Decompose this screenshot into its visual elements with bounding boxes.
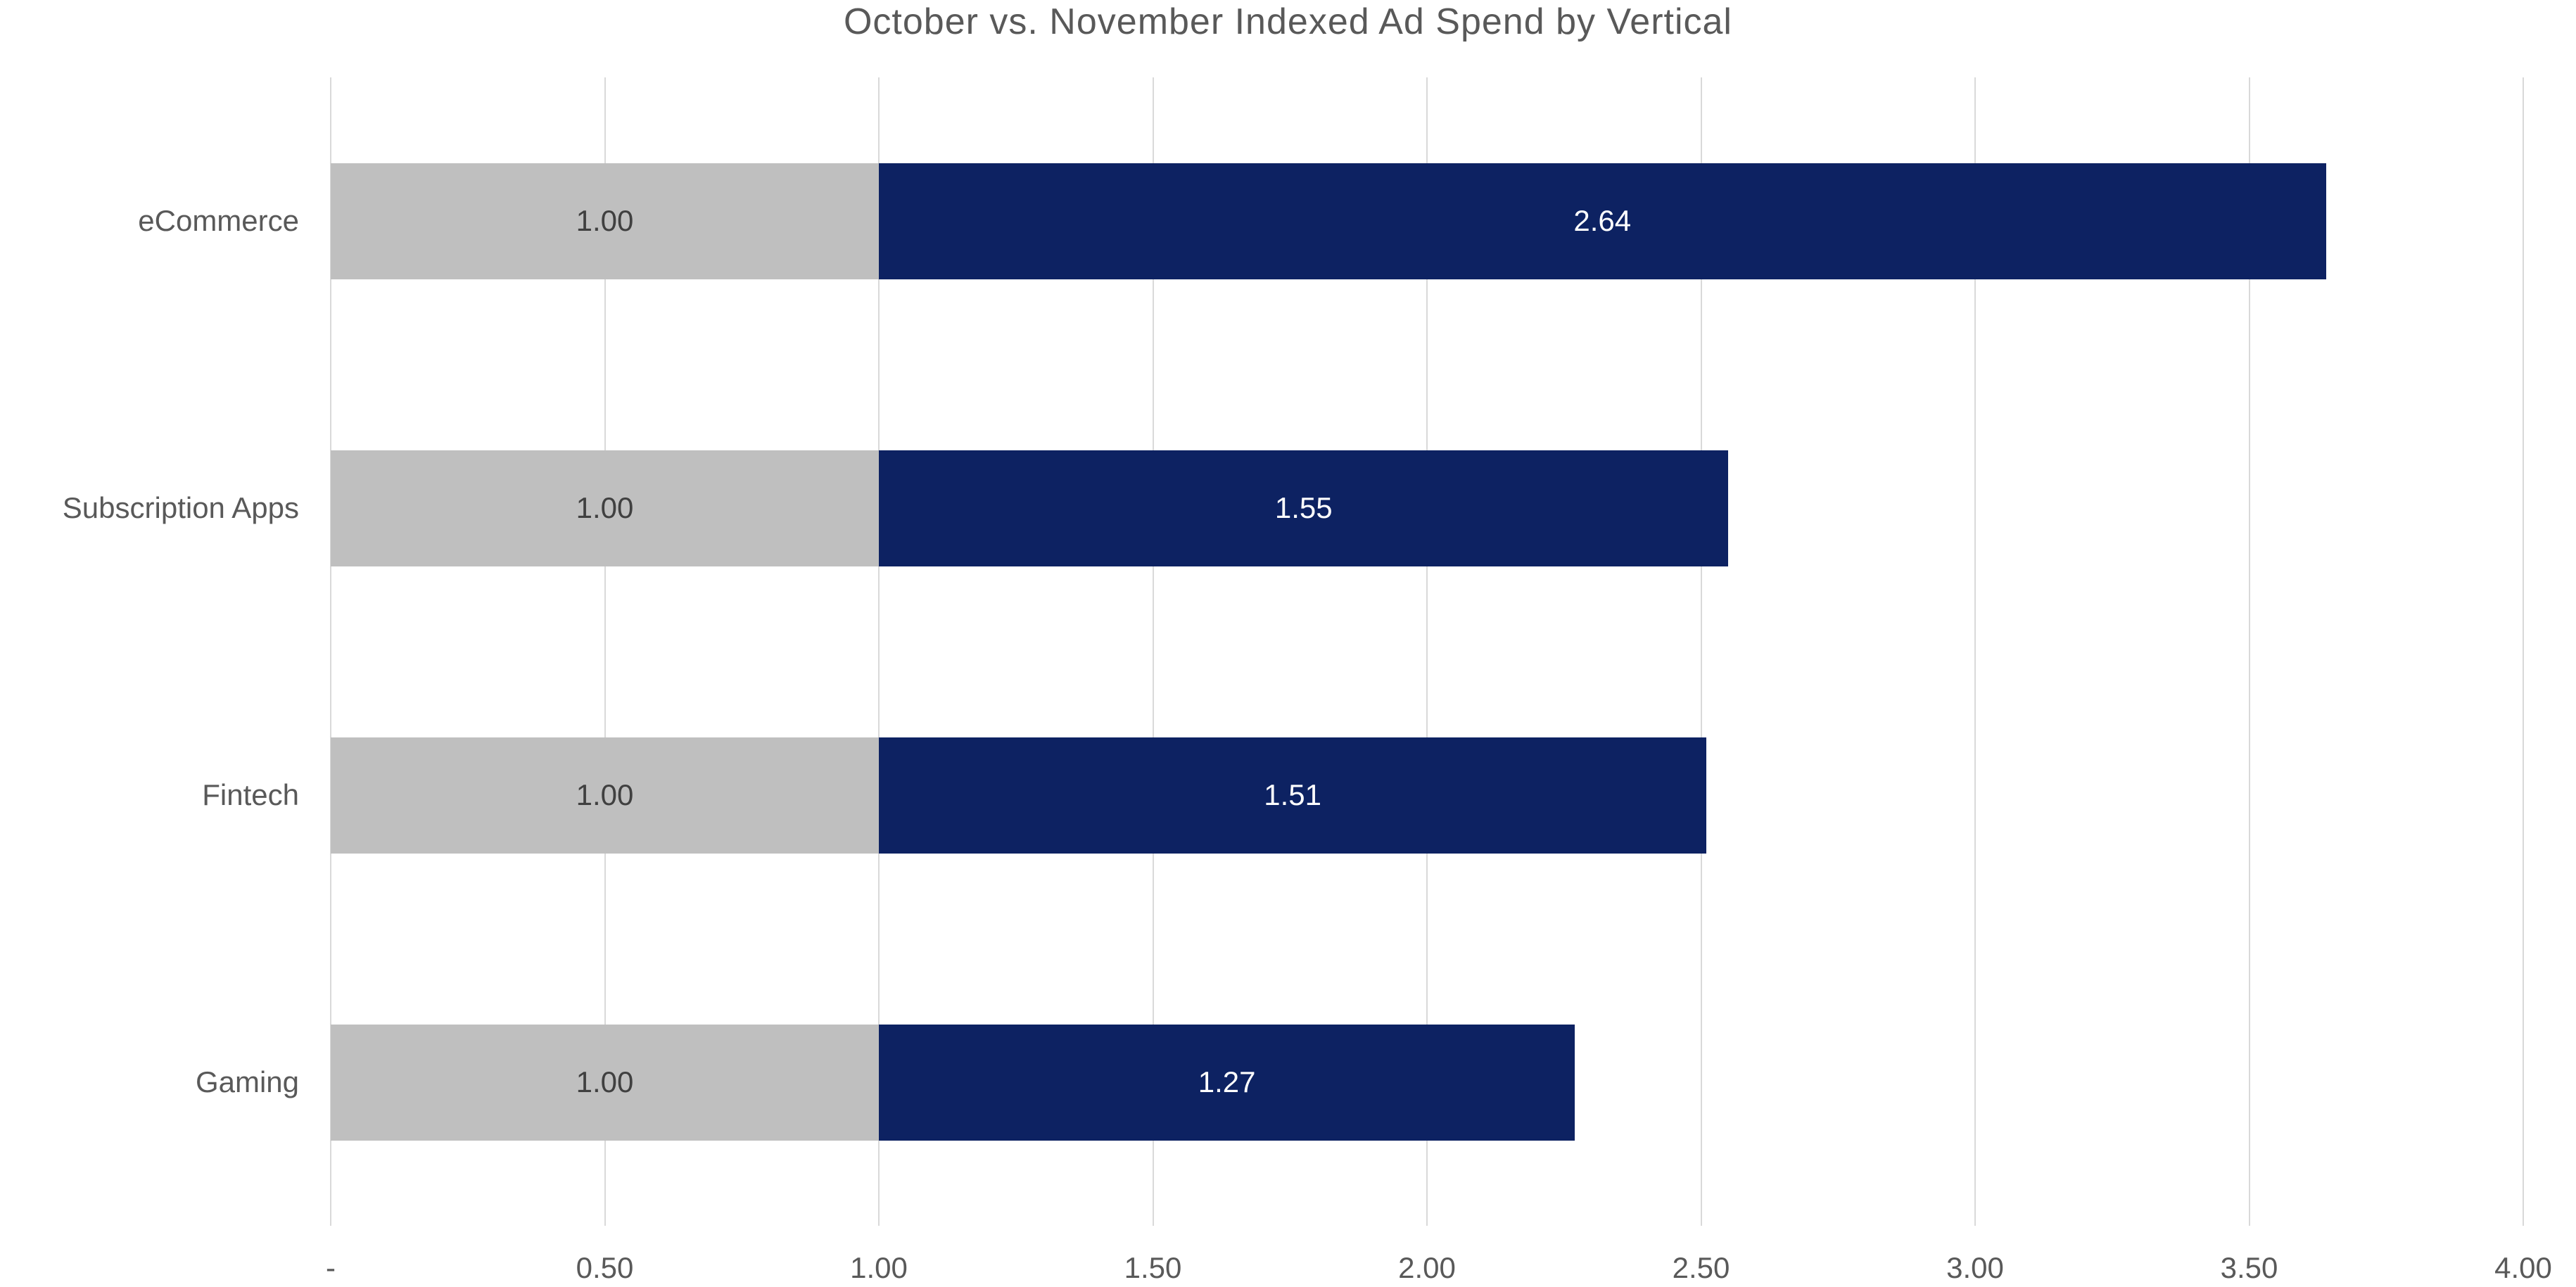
- x-axis-tick-label: 1.50: [1124, 1251, 1182, 1284]
- bar-value-label: 1.51: [1264, 778, 1322, 811]
- bar-value-label: 1.00: [576, 204, 634, 237]
- gridline: [1426, 77, 1428, 1226]
- gridline: [1974, 77, 1976, 1226]
- bar-value-label: 1.27: [1198, 1065, 1256, 1098]
- gridline: [1700, 77, 1702, 1226]
- bar-segment-october-fintech[interactable]: 1.00: [331, 737, 879, 854]
- x-axis-tick-label: 1.00: [850, 1251, 908, 1284]
- category-label-subscription-apps: Subscription Apps: [62, 491, 299, 524]
- bar-segment-october-ecommerce[interactable]: 1.00: [331, 163, 879, 279]
- chart-title: October vs. November Indexed Ad Spend by…: [843, 1, 1732, 42]
- plot-area: 1.00 2.64 1.00 1.55 1.00 1.51 1.00 1.27: [330, 77, 2524, 1226]
- gridline: [1152, 77, 1154, 1226]
- gridline: [604, 77, 606, 1226]
- bar-segment-november-gaming[interactable]: 1.27: [879, 1024, 1575, 1141]
- gridline: [2248, 77, 2250, 1226]
- x-axis-tick-label: 0.50: [576, 1251, 634, 1284]
- bar-value-label: 1.55: [1274, 491, 1333, 524]
- x-axis-tick-label: -: [326, 1251, 336, 1284]
- bar-segment-october-subscription-apps[interactable]: 1.00: [331, 450, 879, 566]
- gridline: [2523, 77, 2524, 1226]
- bar-segment-october-gaming[interactable]: 1.00: [331, 1024, 879, 1141]
- category-label-fintech: Fintech: [202, 778, 299, 811]
- gridline: [878, 77, 880, 1226]
- bar-value-label: 1.00: [576, 778, 634, 811]
- x-axis-tick-label: 3.50: [2220, 1251, 2278, 1284]
- x-axis-tick-label: 4.00: [2494, 1251, 2552, 1284]
- x-axis-tick-label: 2.50: [1672, 1251, 1730, 1284]
- category-label-gaming: Gaming: [195, 1065, 299, 1098]
- x-axis-tick-label: 3.00: [1946, 1251, 2004, 1284]
- x-axis-tick-label: 2.00: [1398, 1251, 1456, 1284]
- bar-value-label: 2.64: [1573, 204, 1632, 237]
- bar-segment-november-fintech[interactable]: 1.51: [879, 737, 1707, 854]
- bar-segment-november-ecommerce[interactable]: 2.64: [879, 163, 2326, 279]
- bar-value-label: 1.00: [576, 1065, 634, 1098]
- bar-value-label: 1.00: [576, 491, 634, 524]
- bar-segment-november-subscription-apps[interactable]: 1.55: [879, 450, 1729, 566]
- gridline: [330, 77, 331, 1226]
- category-label-ecommerce: eCommerce: [138, 204, 299, 237]
